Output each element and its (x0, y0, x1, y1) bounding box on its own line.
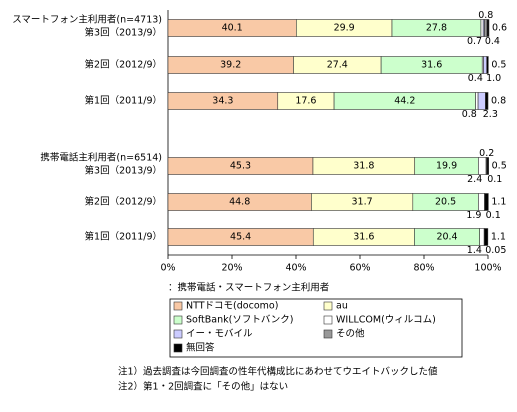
data-label: 40.1 (222, 23, 243, 34)
y-tick-label: 第1回（2011/9） (85, 231, 162, 243)
bar-segment (486, 19, 490, 37)
legend-label: その他 (336, 328, 365, 340)
data-label: 2.4 (467, 174, 482, 185)
data-label: 45.4 (230, 232, 251, 243)
bar-segment (478, 157, 487, 175)
note: 注1）過去調査は今回調査の性年代構成比にあわせてウエイトバックした値 (118, 366, 438, 378)
legend-swatch (323, 301, 333, 311)
data-label: 31.6 (421, 60, 442, 71)
data-label: 1.0 (486, 73, 501, 84)
legend-swatch (173, 301, 183, 311)
legend-label: NTTドコモ(docomo) (186, 301, 278, 312)
bar-segment (484, 19, 488, 37)
data-label: 44.2 (394, 96, 415, 107)
data-label: 1.1 (491, 197, 506, 208)
y-tick-label: 第2回（2012/9） (85, 196, 162, 208)
bar-segment (485, 92, 489, 110)
bar-segment (475, 92, 479, 110)
data-label: 1.1 (491, 232, 506, 243)
note: 注2）第1・2回調査に「その他」はない (118, 381, 288, 393)
data-label: 0.1 (486, 210, 501, 221)
data-label: 0.2 (479, 148, 494, 159)
legend-swatch (173, 315, 183, 325)
x-tick-label: 100% (474, 263, 501, 274)
data-label: 0.4 (485, 36, 500, 47)
data-label: 0.1 (487, 174, 502, 185)
data-label: 31.7 (352, 197, 373, 208)
y-tick-label: 第3回（2013/9） (85, 165, 162, 177)
data-label: 0.6 (492, 23, 507, 34)
data-label: 27.4 (327, 60, 348, 71)
data-label: 29.9 (334, 23, 355, 34)
bar-segment (484, 228, 489, 246)
bar-segment (486, 157, 489, 175)
y-tick-label: 第1回（2011/9） (85, 95, 162, 107)
legend-swatch (173, 343, 183, 353)
bar-segment (486, 56, 489, 74)
bar-segment (477, 92, 486, 110)
data-label: 0.8 (462, 109, 477, 120)
x-tick-label: 60% (349, 263, 370, 274)
legend-label: イー・モバイル (186, 329, 253, 340)
data-label: 31.8 (353, 161, 374, 172)
x-tick-label: 0% (160, 263, 175, 274)
data-label: 1.9 (466, 210, 481, 221)
legend-label: au (336, 301, 348, 312)
group-label: 携帯電話主利用者(n=6514) (40, 152, 162, 164)
group-label: スマートフォン主利用者(n=4713) (12, 14, 162, 26)
legend-swatch (173, 329, 183, 339)
legend-swatch (323, 315, 333, 325)
data-label: 19.9 (436, 161, 457, 172)
data-label: 44.8 (229, 197, 250, 208)
data-label: 0.8 (491, 96, 506, 107)
data-label: 0.5 (491, 60, 506, 71)
data-label: 20.5 (435, 197, 456, 208)
data-label: 0.05 (485, 245, 506, 256)
bar-segment (479, 228, 485, 246)
x-tick-label: 80% (413, 263, 434, 274)
data-label: 0.5 (492, 161, 507, 172)
legend-title: ：携帯電話・スマートフォン主利用者 (168, 282, 329, 294)
data-label: 0.7 (467, 36, 482, 47)
data-label: 0.8 (478, 10, 493, 21)
bar-segment (484, 193, 489, 211)
y-tick-label: 第3回（2013/9） (85, 27, 162, 39)
data-label: 27.8 (426, 23, 447, 34)
data-label: 31.6 (353, 232, 374, 243)
legend-label: 無回答 (186, 342, 215, 354)
data-label: 2.3 (483, 109, 498, 120)
bar-segment (483, 56, 488, 74)
legend-label: WILLCOM(ウィルコム) (336, 315, 436, 326)
bar-segment (480, 19, 484, 37)
data-label: 0.4 (468, 73, 483, 84)
x-tick-label: 20% (221, 263, 242, 274)
bar-segment (478, 193, 485, 211)
data-label: 1.4 (467, 245, 482, 256)
data-label: 34.3 (212, 96, 233, 107)
data-label: 39.2 (220, 60, 241, 71)
data-label: 20.4 (436, 232, 457, 243)
legend-swatch (323, 329, 333, 339)
data-label: 45.3 (230, 161, 251, 172)
data-label: 17.6 (295, 96, 316, 107)
legend-box (169, 298, 463, 358)
x-tick-label: 40% (285, 263, 306, 274)
legend-label: SoftBank(ソフトバンク) (186, 315, 294, 326)
y-tick-label: 第2回（2012/9） (85, 59, 162, 71)
